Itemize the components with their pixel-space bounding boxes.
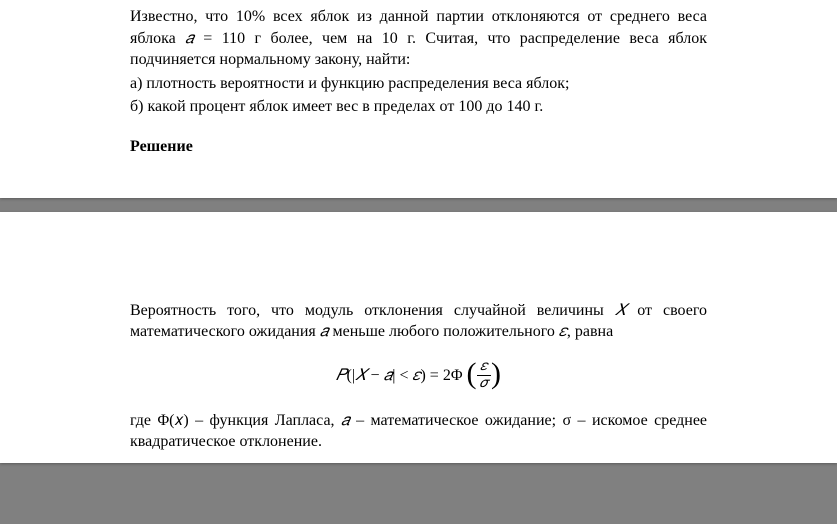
page-2: Вероятность того, что модуль отклонения … (0, 212, 837, 463)
theory-paragraph-1: Вероятность того, что модуль отклонения … (130, 300, 707, 343)
math-X: 𝑋 (355, 367, 367, 384)
math-var-a: 𝑎 (341, 412, 350, 429)
math-open: (| (347, 367, 356, 384)
math-eq-2phi: = 2Φ (426, 367, 467, 384)
page-1: Известно, что 10% всех яблок из данной п… (0, 0, 837, 198)
frac-num: 𝜀 (477, 360, 491, 376)
text: где (130, 412, 157, 429)
theory-paragraph-2: где Φ(𝑥) – функция Лапласа, 𝑎 – математи… (130, 410, 707, 453)
text: меньше любого положительного (328, 323, 558, 340)
text: – математическое ожидание; (350, 412, 563, 429)
formula-probability: 𝑃(|𝑋 − 𝑎| < 𝜀) = 2Φ (𝜀𝜎) (130, 361, 707, 392)
math-Phi-x: Φ(𝑥) (157, 412, 188, 429)
math-sigma: σ (562, 412, 571, 429)
math-var-a: 𝑎 (185, 30, 194, 47)
math-a: 𝑎 (384, 367, 393, 384)
math-var-eps: 𝜀 (559, 323, 567, 340)
math-P: 𝑃 (336, 367, 347, 384)
math-eq: = 110 (194, 30, 245, 47)
math-minus: − (367, 367, 384, 384)
paren-right-icon: ) (491, 362, 501, 386)
problem-item-a: а) плотность вероятности и функцию распр… (130, 73, 707, 95)
problem-item-b: б) какой процент яблок имеет вес в преде… (130, 96, 707, 118)
math-close-lt: | < (392, 367, 412, 384)
text: – функция Лапласа, (189, 412, 341, 429)
frac-den: 𝜎 (477, 376, 491, 391)
text: Вероятность того, что модуль отклонения … (130, 302, 615, 319)
solution-heading: Решение (130, 136, 707, 158)
problem-paragraph-1: Известно, что 10% всех яблок из данной п… (130, 6, 707, 71)
paren-left-icon: ( (467, 362, 477, 386)
math-var-X: 𝑋 (615, 302, 627, 319)
text: , равна (567, 323, 613, 340)
math-fraction: 𝜀𝜎 (477, 360, 491, 391)
